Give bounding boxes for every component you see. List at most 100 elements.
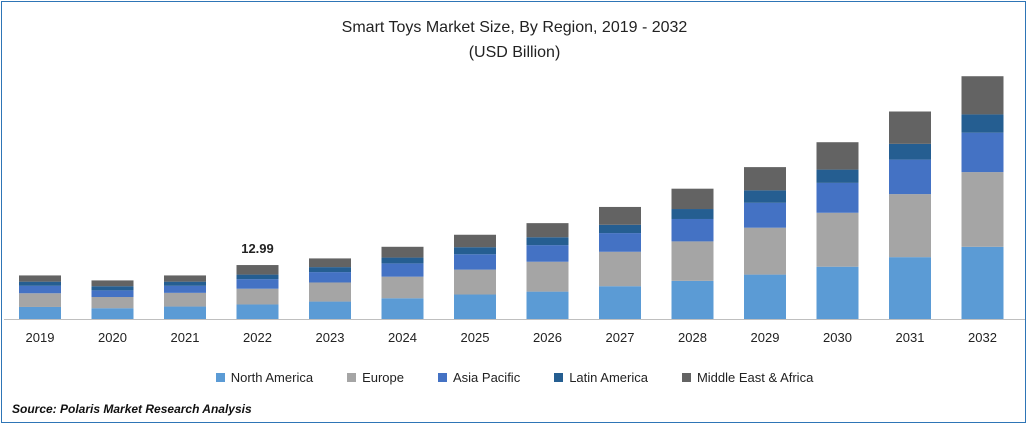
bar-segment-2031-europe <box>889 194 931 258</box>
legend-item-latin-america: Latin America <box>554 370 648 385</box>
bar-segment-2028-asia-pacific <box>671 218 714 242</box>
bar-segment-2031-latin-america <box>889 143 931 160</box>
legend-swatch <box>347 372 357 382</box>
bar-segment-2022-europe <box>236 288 279 305</box>
bar-segment-2025-europe <box>454 269 496 295</box>
source-note: Source: Polaris Market Research Analysis <box>12 402 252 416</box>
bar-segment-2023-middle-east-africa <box>309 258 351 268</box>
bar-segment-2029-latin-america <box>744 190 786 203</box>
x-tick-label-2024: 2024 <box>388 330 417 345</box>
x-tick-label-2029: 2029 <box>751 330 780 345</box>
x-tick-label-2020: 2020 <box>98 330 127 345</box>
bar-segment-2024-asia-pacific <box>381 263 424 277</box>
legend-swatch <box>554 372 564 382</box>
bar-segment-2025-asia-pacific <box>454 254 496 270</box>
bar-segment-2032-europe <box>961 172 1004 247</box>
bar-segment-2029-europe <box>744 227 786 275</box>
bar-segment-2029-north-america <box>744 274 786 319</box>
legend-item-north-america: North America <box>215 369 314 385</box>
x-tick-label-2028: 2028 <box>678 330 707 345</box>
bar-segment-2021-latin-america <box>164 281 206 286</box>
x-tick-label-2027: 2027 <box>606 330 635 345</box>
bar-segment-2027-north-america <box>599 286 641 319</box>
bar-segment-2023-europe <box>309 282 351 302</box>
bar-segment-2032-north-america <box>961 246 1004 319</box>
bar-segment-2024-europe <box>381 276 424 299</box>
bar-segment-2031-asia-pacific <box>889 159 931 195</box>
bar-segment-2022-north-america <box>236 304 279 319</box>
chart-subtitle: (USD Billion) <box>468 44 561 61</box>
bar-segment-2026-asia-pacific <box>526 245 569 262</box>
bar-segment-2021-north-america <box>164 306 206 319</box>
bar-segment-2024-north-america <box>381 298 424 319</box>
legend-label: Latin America <box>569 369 648 385</box>
bar-segment-2022-latin-america <box>236 274 279 280</box>
legend-label: Europe <box>362 369 404 385</box>
bar-segment-2025-latin-america <box>454 247 496 255</box>
bar-segment-2031-north-america <box>889 257 931 319</box>
bar-segment-2022-middle-east-africa <box>236 265 279 275</box>
bar-segment-2023-north-america <box>309 301 351 319</box>
bar-segment-2020-europe <box>91 297 134 309</box>
bar-segment-2026-europe <box>526 261 569 292</box>
bar-segment-2023-asia-pacific <box>309 272 351 283</box>
bar-segment-2027-latin-america <box>599 224 641 234</box>
data-label-2022: 12.99 <box>241 241 274 256</box>
bar-segment-2028-middle-east-africa <box>671 188 714 210</box>
bar-segment-2021-asia-pacific <box>164 285 206 293</box>
bar-segment-2019-europe <box>19 293 61 307</box>
bar-segment-2025-north-america <box>454 294 496 319</box>
legend-label: North America <box>230 369 314 385</box>
legend-label: Asia Pacific <box>453 369 521 385</box>
x-tick-label-2032: 2032 <box>968 330 997 345</box>
bar-segment-2026-latin-america <box>526 237 569 246</box>
x-tick-label-2019: 2019 <box>26 330 55 345</box>
bar-segment-2032-middle-east-africa <box>961 76 1004 115</box>
bar-segment-2029-middle-east-africa <box>744 167 786 191</box>
bar-segment-2020-latin-america <box>91 286 134 291</box>
bar-segment-2024-latin-america <box>381 257 424 264</box>
x-tick-label-2026: 2026 <box>533 330 562 345</box>
bar-segment-2027-europe <box>599 251 641 287</box>
chart-title: Smart Toys Market Size, By Region, 2019 … <box>341 19 688 36</box>
bar-segment-2019-latin-america <box>19 281 61 286</box>
bar-segment-2020-asia-pacific <box>91 290 134 298</box>
chart-legend: North America Europe Asia Pacific Latin Ame… <box>0 367 1029 387</box>
bar-segment-2030-europe <box>816 212 859 267</box>
bar-segment-2026-north-america <box>526 291 569 319</box>
bar-segment-2029-asia-pacific <box>744 202 786 228</box>
bar-segment-2028-europe <box>671 241 714 281</box>
bar-segment-2019-asia-pacific <box>19 285 61 294</box>
bar-segment-2028-north-america <box>671 280 714 319</box>
bar-segment-2028-latin-america <box>671 209 714 219</box>
legend-swatch <box>438 372 447 382</box>
bar-segment-2031-middle-east-africa <box>889 111 931 144</box>
bar-segment-2032-latin-america <box>961 114 1004 133</box>
legend-item-middle-east-africa: Middle East & Africa <box>681 369 814 385</box>
bar-segment-2025-middle-east-africa <box>454 234 496 248</box>
x-tick-label-2031: 2031 <box>896 330 925 345</box>
bar-segment-2022-asia-pacific <box>236 279 279 289</box>
bar-segment-2030-asia-pacific <box>816 182 859 213</box>
bar-segment-2019-middle-east-africa <box>19 275 61 282</box>
bar-segment-2032-asia-pacific <box>961 132 1004 173</box>
legend-item-europe: Europe <box>347 370 404 385</box>
x-tick-label-2025: 2025 <box>461 330 490 345</box>
x-tick-label-2021: 2021 <box>171 330 200 345</box>
legend-swatch <box>215 372 225 382</box>
legend-label: Middle East & Africa <box>696 369 814 385</box>
bar-segment-2021-europe <box>164 292 206 307</box>
bar-segment-2023-latin-america <box>309 267 351 273</box>
bar-segment-2030-north-america <box>816 266 859 319</box>
x-tick-label-2023: 2023 <box>316 330 345 345</box>
bar-segment-2021-middle-east-africa <box>164 275 206 282</box>
bar-segment-2020-middle-east-africa <box>91 280 134 287</box>
bar-segment-2027-middle-east-africa <box>599 206 641 225</box>
x-tick-label-2022: 2022 <box>243 330 272 345</box>
bar-segment-2020-north-america <box>91 308 134 319</box>
x-tick-label-2030: 2030 <box>823 330 852 345</box>
bar-segment-2024-middle-east-africa <box>381 246 424 258</box>
bar-segment-2019-north-america <box>19 306 61 319</box>
